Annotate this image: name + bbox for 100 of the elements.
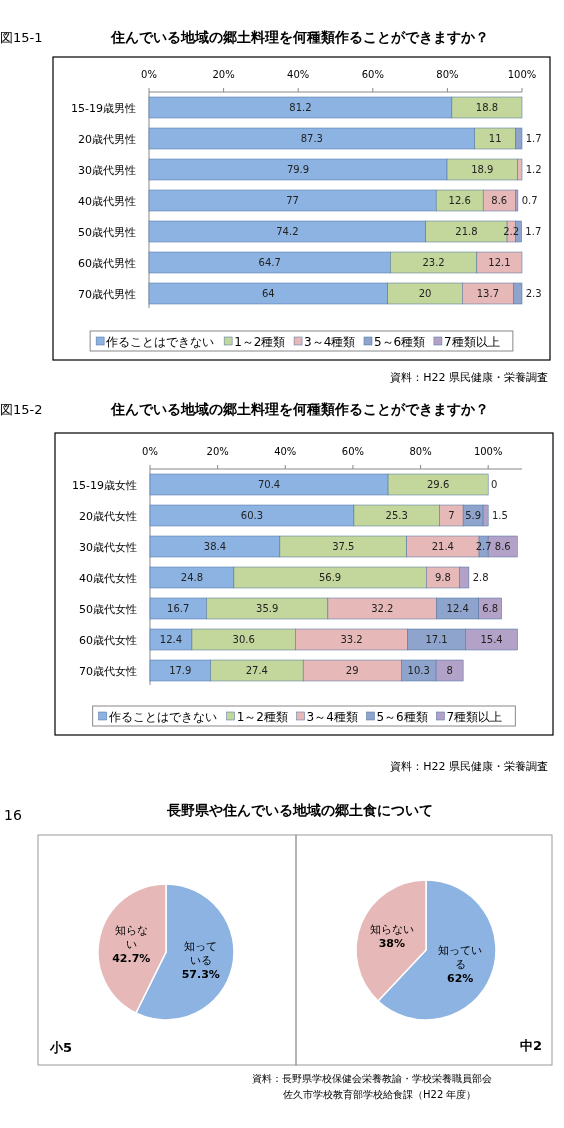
y-tick-label: 70歳代女性	[79, 664, 137, 678]
legend-label: 7種類以上	[443, 334, 500, 349]
y-tick-label: 30歳代女性	[79, 540, 137, 554]
x-tick-label: 0%	[142, 446, 158, 457]
x-tick-label: 40%	[274, 446, 297, 457]
data-label: 60.3	[240, 510, 264, 521]
text: 中2	[519, 1038, 542, 1053]
legend-label: 5～6種類	[376, 709, 428, 724]
legend-label: 3～4種類	[306, 709, 358, 724]
data-label: 37.5	[332, 541, 355, 552]
data-label: 13.7	[476, 288, 499, 299]
data-label: 29	[345, 665, 359, 676]
data-label: 11	[488, 133, 502, 144]
y-tick-label: 15-19歳女性	[72, 478, 137, 492]
text: 長野県や住んでいる地域の郷土食について	[166, 802, 433, 818]
data-label: 42.7%	[112, 951, 151, 965]
y-tick-label: 70歳代男性	[78, 287, 136, 301]
y-tick-label: 60歳代女性	[79, 633, 137, 647]
y-tick-label: 60歳代男性	[78, 256, 136, 270]
chart-title: 住んでいる地域の郷土料理を何種類作ることができますか？	[110, 401, 489, 417]
legend-label: 3～4種類	[304, 334, 356, 349]
data-label: 8.6	[491, 195, 508, 206]
x-tick-label: 80%	[409, 446, 432, 457]
data-label: 2.7	[475, 541, 492, 552]
text: 資料：H22 県民健康・栄養調査	[390, 371, 548, 384]
data-label: 56.9	[318, 572, 342, 583]
x-tick-label: 100%	[507, 69, 537, 80]
data-label: 2.8	[472, 572, 489, 583]
data-label: 64.7	[258, 257, 281, 268]
data-label: 77	[286, 195, 299, 206]
data-label: 2.3	[525, 288, 542, 299]
data-label: 12.1	[488, 257, 511, 268]
chart-title: 住んでいる地域の郷土料理を何種類作ることができますか？	[110, 29, 489, 45]
data-label: 35.9	[256, 603, 279, 614]
x-tick-label: 20%	[212, 69, 235, 80]
text: 小5	[49, 1040, 73, 1055]
x-tick-label: 60%	[341, 446, 365, 457]
y-tick-label: 50歳代男性	[78, 225, 136, 239]
data-label: 81.2	[289, 102, 312, 113]
data-label: 17.1	[425, 634, 448, 645]
data-label: 18.8	[475, 102, 499, 113]
data-label: 1.2	[525, 164, 542, 175]
data-label: 5.9	[465, 510, 482, 521]
x-tick-label: 0%	[141, 69, 157, 80]
x-tick-label: 60%	[361, 69, 384, 80]
data-label: 8	[446, 665, 453, 676]
x-tick-label: 40%	[287, 69, 310, 80]
caption: 図15-2	[0, 402, 43, 417]
data-label: 32.2	[371, 603, 394, 614]
legend-label: 作ることはできない	[105, 334, 215, 349]
data-label: 12.4	[159, 634, 183, 645]
text: 佐久市学校教育部学校給食課（H22 年度）	[283, 1089, 477, 1100]
data-label: 74.2	[276, 226, 299, 237]
slice-label: 知らない	[114, 923, 148, 951]
y-tick-label: 30歳代男性	[78, 163, 136, 177]
data-label: 12.4	[446, 603, 469, 614]
data-label: 0	[490, 479, 498, 490]
data-label: 57.3%	[181, 968, 220, 982]
data-label: 1.7	[525, 133, 542, 144]
data-label: 20	[418, 288, 432, 299]
data-label: 16.7	[167, 603, 190, 614]
text: 資料：H22 県民健康・栄養調査	[390, 760, 548, 773]
data-label: 24.8	[180, 572, 204, 583]
data-label: 23.2	[422, 257, 445, 268]
legend-label: 1～2種類	[236, 709, 288, 724]
legend-label: 作ることはできない	[107, 709, 217, 724]
text: 16	[4, 807, 22, 823]
x-tick-label: 100%	[473, 446, 503, 457]
data-label: 21.4	[431, 541, 454, 552]
data-label: 62%	[447, 971, 474, 985]
data-label: 7	[448, 510, 455, 521]
y-tick-label: 50歳代女性	[79, 602, 137, 616]
y-tick-label: 40歳代女性	[79, 571, 137, 585]
data-label: 21.8	[455, 226, 478, 237]
y-tick-label: 20歳代女性	[79, 509, 137, 523]
x-tick-label: 80%	[436, 69, 459, 80]
data-label: 8.6	[494, 541, 511, 552]
data-label: 29.6	[427, 479, 450, 490]
data-label: 9.8	[434, 572, 451, 583]
data-label: 38.4	[203, 541, 227, 552]
x-tick-label: 20%	[206, 446, 229, 457]
slice-label: 知っている	[184, 940, 218, 968]
data-label: 1.7	[525, 226, 542, 237]
data-label: 25.3	[385, 510, 408, 521]
data-label: 6.8	[482, 603, 499, 614]
data-label: 15.4	[480, 634, 503, 645]
data-label: 1.5	[491, 510, 508, 521]
data-label: 17.9	[169, 665, 192, 676]
data-label: 18.9	[471, 164, 494, 175]
data-label: 70.4	[257, 479, 281, 490]
y-tick-label: 20歳代男性	[78, 132, 136, 146]
legend-label: 1～2種類	[234, 334, 286, 349]
data-label: 33.2	[340, 634, 363, 645]
slice-label: 知っている	[438, 943, 483, 971]
data-label: 87.3	[300, 133, 323, 144]
y-tick-label: 40歳代男性	[78, 194, 136, 208]
data-label: 30.6	[232, 634, 255, 645]
data-label: 12.6	[448, 195, 471, 206]
data-label: 64	[261, 288, 275, 299]
y-tick-label: 15-19歳男性	[71, 101, 136, 115]
